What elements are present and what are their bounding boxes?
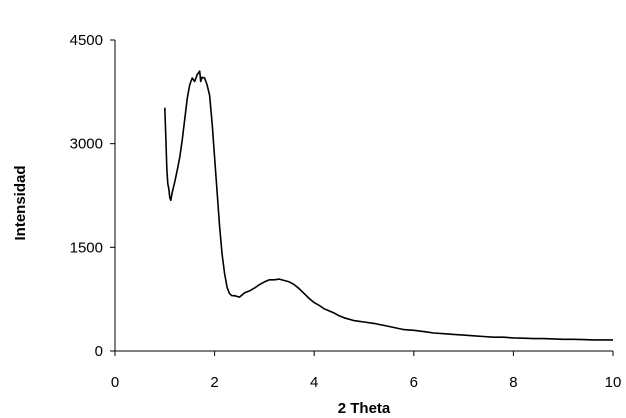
x-tick-label: 8 [509, 374, 517, 391]
x-tick-label: 10 [605, 374, 622, 391]
series-line-0 [164, 70, 613, 341]
y-tick-label: 0 [95, 343, 103, 360]
y-tick-label: 4500 [70, 32, 103, 49]
x-tick-label: 4 [310, 374, 318, 391]
y-tick-label: 3000 [70, 136, 103, 153]
x-tick-label: 6 [410, 374, 418, 391]
y-axis-title: Intensidad [12, 165, 29, 240]
x-tick-label: 2 [210, 374, 218, 391]
y-tick-label: 1500 [70, 239, 103, 256]
x-tick-label: 0 [111, 374, 119, 391]
plot-area: 0 1500 3000 4500 0 2 4 6 8 10 [70, 32, 622, 391]
x-axis-title: 2 Theta [338, 400, 391, 417]
